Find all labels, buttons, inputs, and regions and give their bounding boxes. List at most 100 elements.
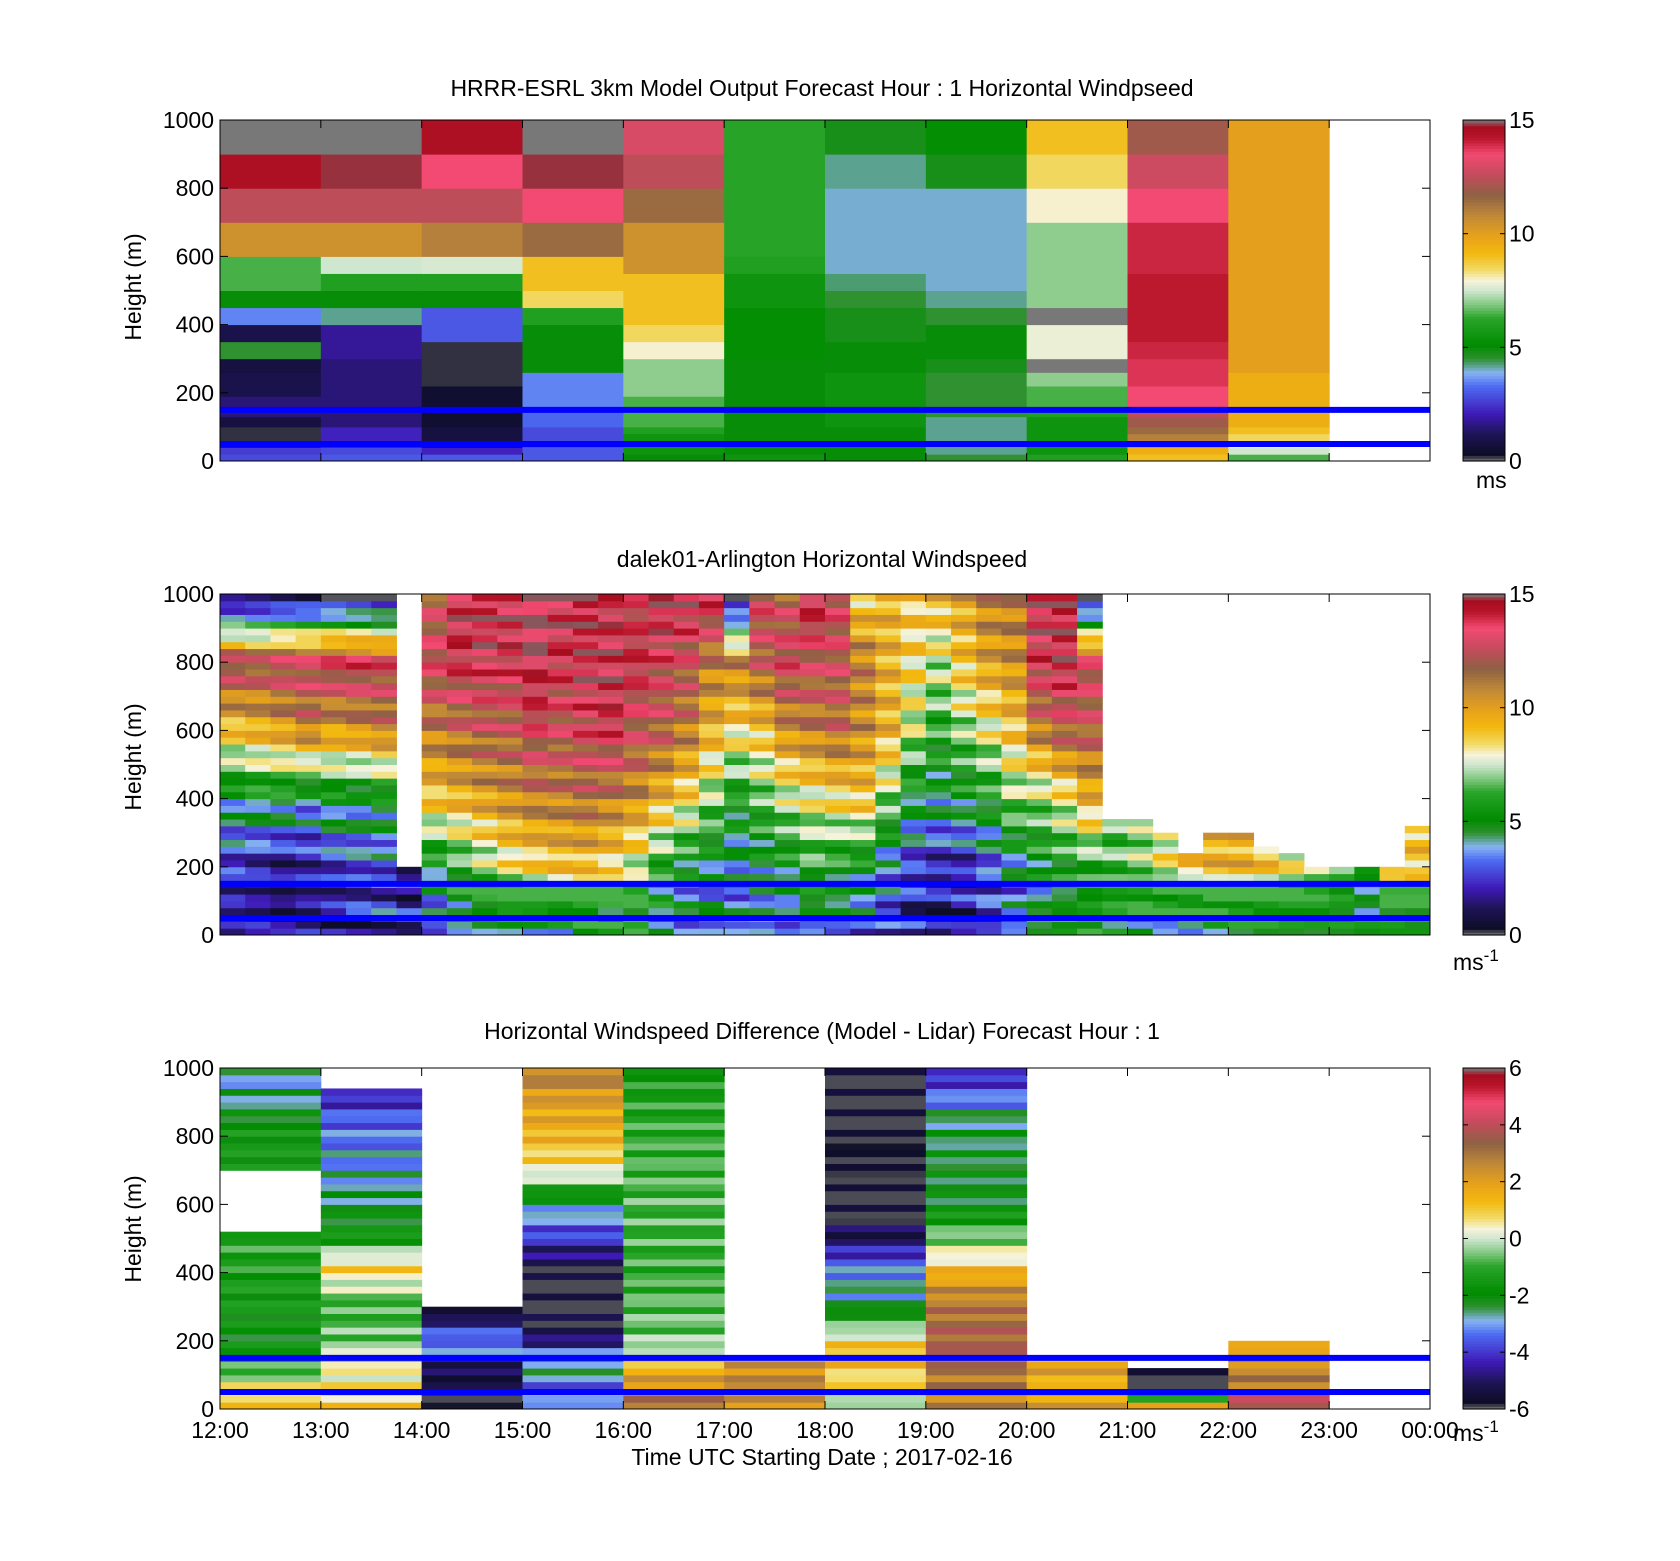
heatmap-cell — [799, 866, 826, 875]
heatmap-cell — [320, 921, 347, 929]
heatmap-cell — [850, 696, 876, 704]
heatmap-cell — [951, 764, 977, 772]
colorbar-segment — [1463, 1403, 1505, 1407]
heatmap-cell — [648, 907, 675, 916]
heatmap-cell — [598, 703, 624, 711]
heatmap-cell — [220, 1313, 322, 1321]
heatmap-cell — [371, 744, 397, 752]
heatmap-cell — [220, 744, 246, 752]
heatmap-cell — [1127, 188, 1229, 223]
colorbar-segment — [1463, 909, 1505, 913]
heatmap-cell — [850, 655, 876, 663]
colorbar-segment — [1463, 458, 1505, 462]
heatmap-cell — [925, 290, 1028, 309]
heatmap-cell — [623, 1306, 725, 1315]
heatmap-cell — [295, 709, 322, 718]
colorbar-segment — [1463, 227, 1505, 232]
colorbar-segment — [1463, 1153, 1505, 1157]
heatmap-cell — [1253, 859, 1280, 868]
heatmap-cell — [724, 744, 750, 752]
heatmap-cell — [220, 120, 322, 155]
heatmap-cell — [270, 730, 297, 738]
heatmap-cell — [1102, 928, 1128, 936]
heatmap-cell — [1001, 921, 1028, 929]
heatmap-cell — [749, 689, 776, 697]
heatmap-cell — [320, 771, 347, 779]
heatmap-cell — [900, 648, 927, 656]
heatmap-cell — [724, 812, 750, 820]
heatmap-cell — [220, 1333, 322, 1342]
heatmap-cell — [295, 757, 322, 765]
heatmap-cell — [220, 853, 246, 861]
colorbar-segment — [1463, 281, 1505, 286]
heatmap-cell — [925, 655, 952, 663]
heatmap-cell — [623, 120, 725, 155]
heatmap-cell — [220, 454, 322, 462]
heatmap-cell — [825, 433, 927, 442]
colorbar-tick-label: 6 — [1509, 1055, 1522, 1081]
heatmap-cell — [220, 689, 246, 697]
heatmap-cell — [623, 1102, 725, 1110]
heatmap-cell — [1127, 846, 1154, 854]
heatmap-cell — [1278, 873, 1305, 881]
colorbar-segment — [1463, 696, 1505, 700]
heatmap-cell — [900, 628, 927, 636]
heatmap-cell — [295, 866, 322, 875]
heatmap-cell — [825, 628, 851, 636]
heatmap-cell — [749, 784, 776, 793]
heatmap-cell — [346, 778, 372, 786]
heatmap-cell — [799, 594, 826, 602]
heatmap-cell — [346, 682, 372, 690]
heatmap-cell — [446, 921, 473, 929]
colorbar-segment — [1463, 1255, 1505, 1259]
colorbar-segment — [1463, 387, 1505, 391]
heatmap-cell — [1177, 887, 1204, 895]
y-tick-label: 1000 — [163, 107, 214, 133]
heatmap-cell — [1203, 894, 1229, 902]
heatmap-cell — [698, 594, 725, 602]
heatmap-cell — [698, 621, 725, 629]
heatmap-cell — [421, 784, 448, 793]
heatmap-cell — [976, 921, 1002, 929]
colorbar-segment — [1463, 846, 1505, 851]
heatmap-cell — [850, 839, 876, 847]
heatmap-cell — [220, 648, 246, 656]
heatmap-cell — [825, 1122, 927, 1130]
heatmap-cell — [497, 928, 523, 936]
heatmap-cell — [673, 641, 700, 650]
heatmap-cell — [320, 648, 347, 656]
colorbar-segment — [1463, 852, 1505, 857]
heatmap-cell — [850, 859, 876, 868]
colorbar-segment — [1463, 730, 1505, 734]
heatmap-cell — [572, 778, 599, 786]
heatmap-cell — [1051, 859, 1078, 868]
heatmap-cell — [320, 1204, 423, 1212]
heatmap-cell — [547, 921, 574, 929]
heatmap-cell — [1228, 385, 1330, 397]
heatmap-cell — [522, 764, 549, 772]
heatmap-cell — [1001, 825, 1028, 834]
heatmap-cell — [220, 737, 246, 745]
colorbar-segment — [1463, 1326, 1505, 1331]
heatmap-cell — [825, 662, 851, 670]
heatmap-cell — [522, 1177, 624, 1185]
heatmap-cell — [522, 1081, 624, 1089]
heatmap-cell — [825, 798, 851, 806]
heatmap-cell — [245, 825, 271, 834]
colorbar-segment — [1463, 139, 1505, 144]
heatmap-cell — [900, 641, 927, 650]
heatmap-cell — [295, 634, 322, 643]
heatmap-cell — [421, 791, 448, 800]
colorbar-segment — [1463, 188, 1505, 192]
heatmap-cell — [1051, 819, 1078, 827]
heatmap-cell — [1026, 222, 1128, 257]
heatmap-cell — [648, 682, 675, 690]
heatmap-cell — [1354, 907, 1381, 916]
heatmap-cell — [371, 628, 397, 636]
heatmap-cell — [1026, 744, 1053, 752]
heatmap-cell — [698, 655, 725, 663]
heatmap-cell — [825, 1163, 927, 1171]
heatmap-cell — [598, 614, 624, 622]
heatmap-cell — [220, 1238, 322, 1246]
heatmap-cell — [220, 662, 246, 670]
